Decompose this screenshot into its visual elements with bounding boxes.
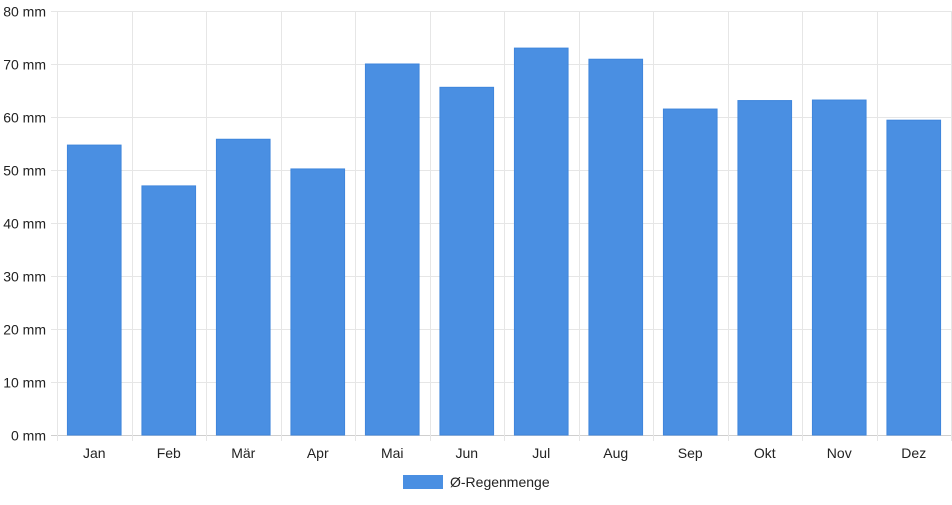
x-tick-label: Dez	[901, 445, 926, 461]
y-tick-label: 40 mm	[3, 216, 46, 232]
bar-okt[interactable]	[737, 100, 793, 436]
x-tick-label: Jul	[532, 445, 550, 461]
bar-apr[interactable]	[290, 168, 346, 436]
y-tick-label: 60 mm	[3, 110, 46, 126]
axes: 0 mm 10 mm 20 mm 30 mm 40 mm 50 mm 60 mm 70 mm 8…	[3, 4, 926, 462]
bars	[66, 47, 942, 436]
x-tick-label: Nov	[827, 445, 852, 461]
y-tick-label: 20 mm	[3, 322, 46, 338]
x-tick-label: Mai	[381, 445, 404, 461]
y-tick-label: 30 mm	[3, 269, 46, 285]
legend-label[interactable]: Ø-Regenmenge	[450, 474, 550, 490]
x-tick-label: Sep	[678, 445, 703, 461]
bar-feb[interactable]	[141, 185, 197, 436]
y-tick-label: 80 mm	[3, 4, 46, 20]
y-tick-label: 70 mm	[3, 57, 46, 73]
x-tick-label: Jan	[83, 445, 106, 461]
bar-sep[interactable]	[662, 108, 718, 436]
x-tick-label: Aug	[603, 445, 628, 461]
x-tick-label: Feb	[157, 445, 181, 461]
y-tick-label: 50 mm	[3, 163, 46, 179]
x-tick-label: Mär	[231, 445, 255, 461]
bar-mai[interactable]	[364, 63, 420, 436]
legend: Ø-Regenmenge	[403, 474, 550, 490]
bar-nov[interactable]	[811, 99, 867, 436]
x-tick-label: Jun	[455, 445, 478, 461]
bar-jan[interactable]	[66, 144, 122, 436]
bar-jul[interactable]	[513, 47, 569, 436]
y-tick-label: 10 mm	[3, 375, 46, 391]
x-tick-label: Okt	[754, 445, 776, 461]
x-tick-label: Apr	[307, 445, 329, 461]
bar-aug[interactable]	[588, 58, 644, 436]
bar-jun[interactable]	[439, 86, 495, 436]
bar-dez[interactable]	[886, 119, 942, 436]
y-tick-label: 0 mm	[11, 428, 46, 444]
legend-swatch[interactable]	[403, 475, 443, 489]
bar-mär[interactable]	[215, 138, 271, 436]
